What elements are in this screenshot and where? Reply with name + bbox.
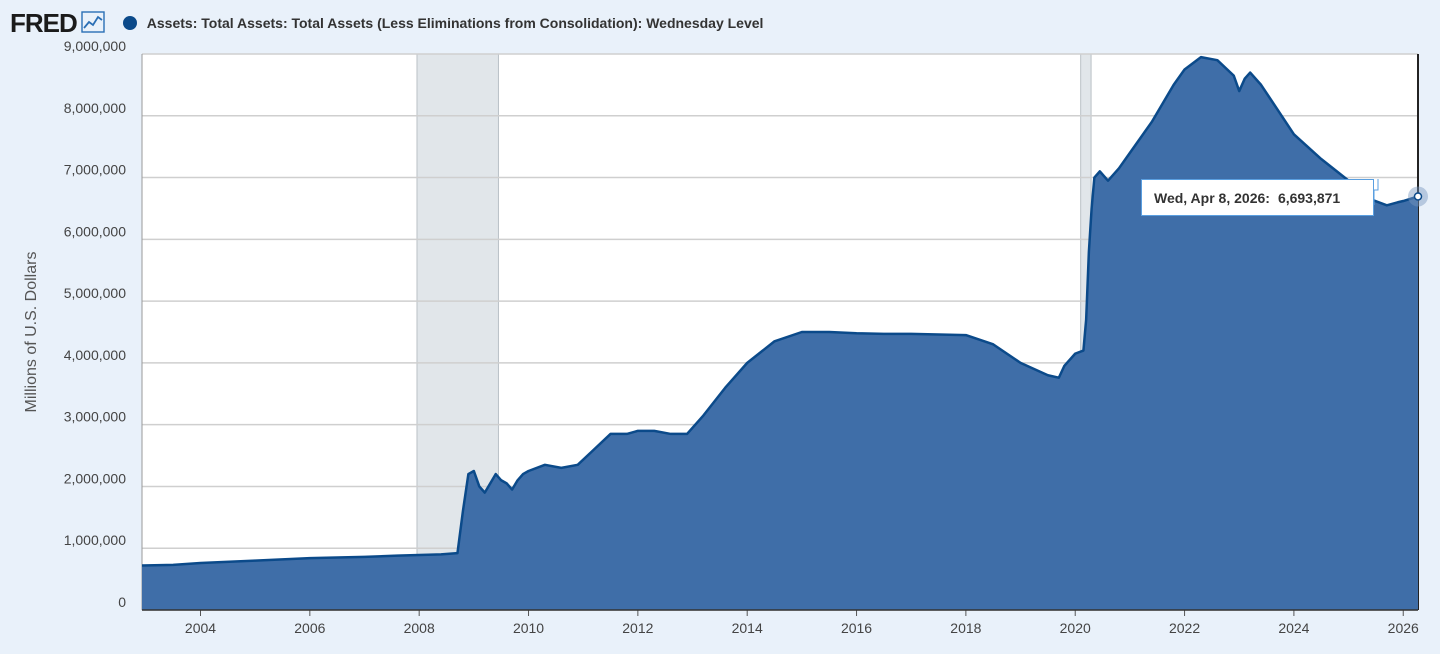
x-tick-label: 2018 bbox=[950, 620, 981, 636]
tooltip-date: Wed, Apr 8, 2026: bbox=[1154, 189, 1270, 206]
x-tick-label: 2022 bbox=[1169, 620, 1200, 636]
x-axis-ticks: 2004 2006 2008 2010 2012 2014 2016 2018 2020 2022… bbox=[142, 609, 1419, 636]
y-tick-label: 8,000,000 bbox=[64, 100, 126, 116]
series-title: Assets: Total Assets: Total Assets (Less… bbox=[146, 15, 764, 31]
y-tick-label: 2,000,000 bbox=[64, 470, 126, 486]
x-tick-label: 2010 bbox=[513, 620, 544, 636]
hover-point[interactable] bbox=[1413, 192, 1423, 201]
data-tooltip: Wed, Apr 8, 2026: 6,693,871 bbox=[1141, 179, 1374, 216]
x-tick-label: 2012 bbox=[622, 620, 653, 636]
series-area bbox=[142, 57, 1418, 611]
x-tick-label: 2024 bbox=[1278, 620, 1309, 636]
fred-logo[interactable]: FRED bbox=[10, 7, 78, 38]
y-axis-ticks: 0 1,000,000 2,000,000 3,000,000 4,000,000 5,0… bbox=[64, 38, 127, 610]
y-tick-label: 6,000,000 bbox=[64, 223, 126, 239]
x-tick-label: 2006 bbox=[294, 620, 325, 636]
header: FRED Assets: Total Assets: Total Assets … bbox=[10, 8, 763, 38]
x-tick-label: 2016 bbox=[841, 620, 872, 636]
y-axis-label: Millions of U.S. Dollars bbox=[23, 252, 40, 413]
y-tick-label: 1,000,000 bbox=[64, 532, 126, 548]
y-tick-label: 9,000,000 bbox=[64, 38, 126, 54]
x-tick-label: 2008 bbox=[404, 620, 435, 636]
y-tick-label: 5,000,000 bbox=[64, 285, 126, 301]
series-layer bbox=[141, 55, 1428, 611]
x-tick-label: 2014 bbox=[732, 620, 763, 636]
y-tick-label: 0 bbox=[118, 594, 126, 610]
series-line bbox=[141, 55, 1419, 567]
tooltip-value: 6,693,871 bbox=[1277, 189, 1341, 206]
y-tick-label: 4,000,000 bbox=[64, 347, 126, 363]
y-tick-label: 7,000,000 bbox=[64, 162, 126, 178]
y-tick-label: 3,000,000 bbox=[64, 409, 126, 425]
x-tick-label: 2026 bbox=[1388, 620, 1419, 636]
trend-line-icon bbox=[81, 11, 105, 33]
x-tick-label: 2004 bbox=[185, 620, 216, 636]
x-tick-label: 2020 bbox=[1060, 620, 1091, 636]
tooltip-connector bbox=[1373, 179, 1379, 205]
series-legend-dot bbox=[122, 16, 137, 30]
